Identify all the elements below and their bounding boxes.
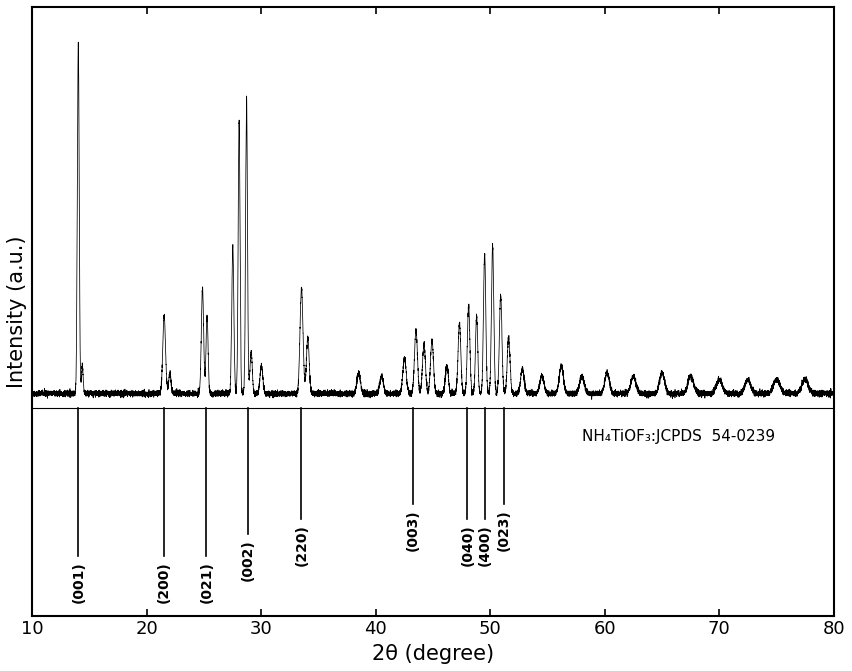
Text: (002): (002) <box>241 539 255 580</box>
Text: (021): (021) <box>199 561 214 603</box>
Text: (400): (400) <box>478 524 492 566</box>
X-axis label: 2θ (degree): 2θ (degree) <box>372 644 494 664</box>
Text: (023): (023) <box>497 509 511 551</box>
Text: NH₄TiOF₃:JCPDS  54-0239: NH₄TiOF₃:JCPDS 54-0239 <box>582 429 775 444</box>
Text: (003): (003) <box>406 509 419 551</box>
Text: (040): (040) <box>460 524 475 566</box>
Y-axis label: Intensity (a.u.): Intensity (a.u.) <box>7 235 27 388</box>
Text: (200): (200) <box>157 561 171 603</box>
Text: (001): (001) <box>72 561 85 603</box>
Text: (220): (220) <box>295 524 308 566</box>
